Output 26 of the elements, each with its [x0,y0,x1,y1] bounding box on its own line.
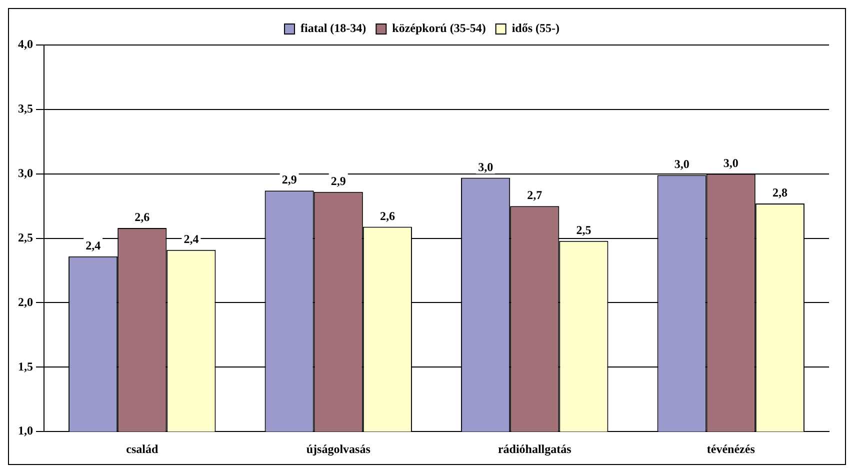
data-label: 2,4 [184,232,199,246]
y-tick-label: 4,0 [18,37,33,52]
y-tick-label: 3,0 [18,166,33,180]
x-tick-label: tévénézés [706,442,756,456]
legend-label: fiatal (18-34) [300,21,366,36]
y-tick-label: 1,5 [18,359,33,374]
y-tick-label: 2,5 [18,230,33,244]
x-tick-label: újságolvasás [306,442,371,456]
legend-label: idős (55-) [512,21,560,36]
data-label: 2,7 [527,188,542,202]
data-label: 3,0 [723,156,738,170]
y-tick-label: 2,0 [18,294,33,309]
data-label: 3,0 [478,160,494,174]
data-label: 2,6 [380,208,395,223]
x-tick-label: család [126,442,158,456]
data-label: 2,5 [576,222,592,237]
data-label: 2,6 [134,210,150,224]
data-label: 2,4 [86,238,101,252]
data-label: 3,0 [674,157,690,172]
y-tick-label: 1,0 [18,424,33,438]
data-label: 2,8 [772,186,788,200]
y-tick-label: 3,5 [18,102,33,116]
legend-label: középkorú (35-54) [392,21,486,36]
data-label: 2,9 [282,172,297,187]
x-tick-label: rádióhallgatás [498,442,572,456]
data-label: 2,9 [330,174,346,188]
